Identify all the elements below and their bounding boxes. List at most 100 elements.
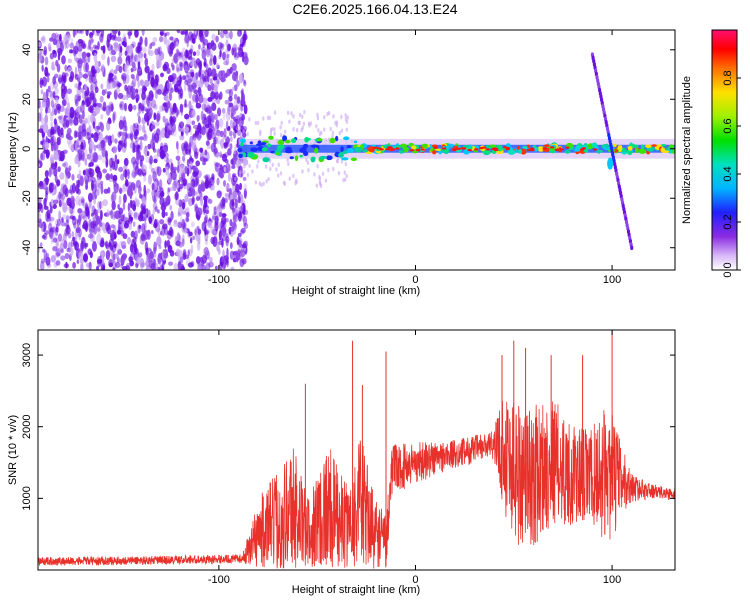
spectrogram-noise-point	[180, 265, 186, 270]
carrier-point	[354, 146, 362, 153]
spectrogram-noise-point	[303, 109, 306, 115]
spectrogram-noise-point	[175, 48, 179, 55]
spectrogram-noise-point	[210, 83, 215, 91]
spectrogram-noise-point	[137, 45, 141, 53]
spectrogram-noise-point	[163, 84, 170, 94]
spectrogram-noise-point	[97, 182, 103, 190]
spectrogram-noise-point	[346, 115, 349, 120]
spectrogram-noise-point	[134, 168, 139, 175]
spectrogram-noise-point	[85, 62, 89, 73]
spectrogram-noise-point	[91, 133, 94, 139]
spectrogram-noise-point	[279, 132, 283, 138]
carrier-point	[434, 148, 443, 151]
spectrogram-noise-point	[158, 245, 162, 250]
spectrogram-noise-point	[192, 170, 198, 178]
carrier-peak-point	[542, 147, 547, 150]
spectrogram-noise-point	[192, 235, 196, 241]
spectrogram-noise-point	[96, 125, 101, 130]
spectrogram-noise-point	[169, 42, 175, 51]
spectrogram-noise-point	[204, 174, 211, 180]
carrier-peak-point	[529, 147, 535, 150]
spectrogram-noise-point	[95, 189, 100, 196]
spectrogram-noise-point	[114, 210, 120, 220]
spectrogram-noise-point	[182, 252, 187, 260]
spectrogram-noise-point	[111, 134, 115, 143]
spectrogram-noise-point	[38, 112, 42, 123]
spectrogram-noise-point	[214, 113, 218, 121]
spectrogram-noise-point	[292, 114, 295, 119]
spectrogram-noise-point	[257, 159, 260, 164]
spectrogram-noise-point	[69, 42, 75, 49]
x-tick-label: 0	[412, 574, 418, 586]
spectrogram-noise-point	[202, 97, 208, 104]
spectrogram-noise-point	[295, 127, 299, 133]
chart-title: C2E6.2025.166.04.13.E24	[292, 1, 457, 17]
spectrogram-noise-point	[88, 125, 93, 135]
spectrogram-noise-point	[131, 238, 135, 247]
colorbar-tick-label: 0.2	[722, 214, 734, 229]
spectrogram-noise-point	[184, 64, 188, 72]
spectrogram-noise-point	[221, 196, 226, 207]
spectrogram-noise-point	[86, 132, 92, 141]
spectrogram-noise-point	[38, 128, 44, 133]
spectrogram-noise-point	[111, 147, 116, 153]
spectrogram-noise-point	[218, 201, 222, 210]
spectrogram-noise-point	[235, 125, 242, 131]
spectrogram-noise-point	[266, 115, 270, 121]
spectrogram-noise-point	[72, 262, 77, 269]
spectrogram-noise-point	[162, 102, 168, 108]
spectrogram-noise-point	[176, 182, 180, 189]
spectrogram-noise-point	[184, 193, 189, 203]
spectrogram-noise-point	[64, 41, 67, 50]
spectrogram-noise-point	[180, 105, 184, 116]
spectrogram-noise-point	[69, 247, 74, 256]
spectrogram-noise-point	[51, 183, 57, 190]
carrier-point	[335, 135, 339, 142]
spectrogram-noise-point	[258, 181, 262, 186]
spectrogram-noise-point	[93, 52, 98, 63]
spectrogram-noise-point	[173, 262, 179, 270]
spectrogram-noise-point	[71, 215, 77, 226]
spectrogram-noise-point	[72, 236, 76, 242]
spectrogram-noise-point	[205, 151, 210, 162]
spectrogram-noise-point	[191, 37, 196, 44]
spectrogram-noise-point	[229, 66, 233, 74]
spectrogram-noise-point	[168, 129, 173, 136]
spectrogram-noise-point	[173, 222, 179, 227]
spectrogram-noise-point	[102, 168, 107, 174]
spectrogram-noise-point	[102, 264, 105, 270]
spectrogram-noise-point	[189, 237, 193, 244]
spectrogram-noise-point	[233, 121, 237, 127]
spectrogram-noise-point	[67, 58, 72, 64]
spectrogram-noise-point	[210, 91, 216, 100]
spectrogram-noise-point	[158, 36, 164, 43]
spectrogram-noise-point	[224, 99, 230, 105]
spectrogram-noise-point	[125, 179, 129, 187]
spectrogram-noise-point	[63, 240, 68, 249]
spectrogram-noise-point	[220, 76, 226, 83]
spectrogram-noise-point	[235, 52, 241, 58]
carrier-point	[305, 137, 311, 141]
spectrogram-noise-point	[200, 179, 204, 184]
snr-x-ticks: -100 0 100	[208, 330, 621, 586]
spectrogram-noise-point	[214, 84, 218, 93]
spectrogram-noise-point	[160, 72, 164, 78]
spectrogram-noise-point	[79, 196, 85, 201]
spectrogram-noise-point	[223, 166, 227, 173]
spectrogram-noise-point	[340, 114, 343, 120]
spectrogram-noise-point	[205, 49, 211, 56]
spectrogram-noise-point	[209, 78, 213, 85]
spectrogram-noise-point	[151, 182, 155, 191]
spectrogram-noise-point	[49, 91, 54, 100]
spectrogram-noise-point	[139, 103, 145, 111]
spectrogram-noise-point	[240, 227, 246, 234]
spectrogram-noise-point	[256, 120, 260, 126]
spectrogram-noise-point	[100, 30, 105, 38]
spectrogram-noise-point	[71, 231, 75, 238]
snr-frame	[37, 329, 676, 571]
spectrogram-noise-point	[101, 106, 106, 112]
spectrogram-noise-point	[147, 143, 152, 150]
spectrogram-noise-point	[149, 155, 153, 165]
spectrogram-noise-point	[183, 251, 187, 258]
